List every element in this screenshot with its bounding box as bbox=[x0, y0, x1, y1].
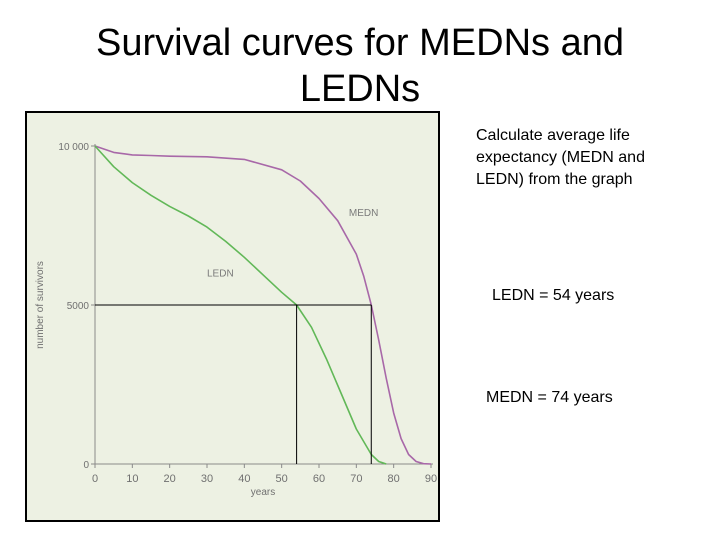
slide-title: Survival curves for MEDNs and LEDNs bbox=[40, 20, 680, 112]
y-tick-label: 0 bbox=[83, 460, 89, 471]
medn-result-text: MEDN = 74 years bbox=[486, 389, 613, 406]
y-tick-label: 5000 bbox=[67, 301, 90, 312]
instruction-text: Calculate average life expectancy (MEDN … bbox=[476, 127, 645, 188]
x-tick-label: 10 bbox=[126, 473, 138, 485]
series-label-ledn: LEDN bbox=[207, 268, 234, 279]
x-axis-label: years bbox=[251, 487, 275, 498]
survival-chart-svg: 0 10 20 30 40 50 60 70 80 90 0 5000 10 000 years numbe… bbox=[35, 142, 437, 498]
x-tick-label: 90 bbox=[425, 473, 437, 485]
slide-title-line-2: LEDNs bbox=[299, 68, 421, 110]
x-tick-label: 0 bbox=[92, 473, 98, 485]
x-tick-label: 20 bbox=[164, 473, 176, 485]
series-line-ledn bbox=[94, 145, 387, 465]
y-axis-label: number of survivors bbox=[35, 261, 46, 349]
survival-chart: 0 10 20 30 40 50 60 70 80 90 0 5000 10 000 years numbe… bbox=[25, 111, 440, 522]
slide-title-line-1: Survival curves for MEDNs and bbox=[96, 22, 624, 64]
x-tick-label: 60 bbox=[313, 473, 325, 485]
y-tick-label: 10 000 bbox=[58, 142, 89, 153]
x-tick-label: 40 bbox=[238, 473, 250, 485]
ledn-result-text: LEDN = 54 years bbox=[492, 287, 615, 304]
x-tick-label: 30 bbox=[201, 473, 213, 485]
series-line-medn bbox=[94, 145, 432, 465]
series-label-medn: MEDN bbox=[349, 208, 378, 219]
x-tick-label: 50 bbox=[276, 473, 288, 485]
x-tick-label: 80 bbox=[388, 473, 400, 485]
x-tick-label: 70 bbox=[350, 473, 362, 485]
